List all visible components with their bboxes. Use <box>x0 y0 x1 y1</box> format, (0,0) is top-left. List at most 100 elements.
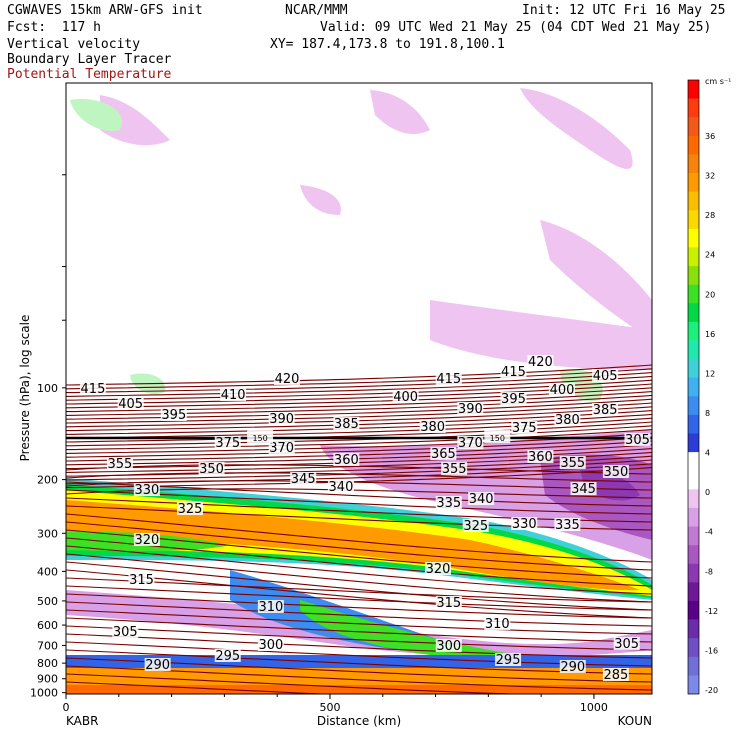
theta-contour-label: 390 <box>269 412 294 427</box>
theta-label-bg <box>435 496 462 509</box>
theta-contour-label: 360 <box>334 453 359 468</box>
theta-label-bg <box>511 517 538 530</box>
theta-contour <box>66 375 652 397</box>
theta-label-bg <box>613 637 640 650</box>
theta-label-bg <box>419 420 446 433</box>
theta-contour <box>66 521 652 571</box>
y-axis-label: Pressure (hPa), log scale <box>18 315 32 462</box>
theta-contour-label: 350 <box>199 462 224 477</box>
theta-contour <box>66 585 652 611</box>
right-station-label: KOUN <box>618 714 652 728</box>
colorbar-swatch <box>688 303 699 323</box>
theta-contour-label: 305 <box>113 625 138 640</box>
colorbar-label: 16 <box>705 330 715 339</box>
theta-contour-label: 310 <box>258 600 283 615</box>
y-tick-label: 1000 <box>30 687 58 700</box>
theta-contour-label: 350 <box>603 465 628 480</box>
x-axis-label: Distance (km) <box>317 714 401 728</box>
theta-contour-label: 150 <box>252 434 267 443</box>
theta-label-bg <box>435 596 462 609</box>
theta-label-bg <box>214 649 241 662</box>
downward-motion-patch <box>100 95 170 146</box>
colorbar-swatch <box>688 489 699 509</box>
theta-contour-label: 395 <box>161 408 186 423</box>
colorbar-swatch <box>688 191 699 211</box>
colorbar-swatch <box>688 656 699 676</box>
theta-contour-label: 400 <box>550 383 575 398</box>
theta-contour <box>66 398 652 420</box>
theta-label-bg <box>559 660 586 673</box>
theta-contour <box>66 633 652 659</box>
colorbar-swatch <box>688 619 699 639</box>
theta-label-bg <box>548 383 575 396</box>
theta-contour <box>66 673 526 694</box>
theta-contour <box>66 601 652 627</box>
colorbar-swatch <box>688 470 699 490</box>
theta-label-bg <box>527 450 554 463</box>
y-tick-label: 700 <box>37 639 58 652</box>
colorbar-label: 20 <box>705 290 715 299</box>
theta-contour <box>66 561 652 611</box>
theta-label-bg <box>144 658 171 671</box>
colorbar-swatch <box>688 284 699 304</box>
theta-contour <box>66 617 652 643</box>
theta-contour-label: 385 <box>593 403 618 418</box>
colorbar-label: 32 <box>705 172 715 181</box>
theta-contour-label: 290 <box>145 658 170 673</box>
colorbar-label: 8 <box>705 409 710 418</box>
colorbar-swatch <box>688 414 699 434</box>
theta-label-bg <box>468 492 495 505</box>
theta-contour-label: 325 <box>178 502 203 517</box>
theta-label-bg <box>392 390 419 403</box>
theta-contour <box>66 593 652 619</box>
theta-label-bg <box>424 562 451 575</box>
theta-contour-label: 345 <box>291 472 316 487</box>
theta-contour <box>66 394 652 416</box>
field-label-boundary-layer-tracer: Boundary Layer Tracer <box>7 52 172 67</box>
theta-label-bg <box>602 465 629 478</box>
colorbar-swatch <box>688 154 699 174</box>
theta-label-bg <box>554 518 581 531</box>
theta-contour-label: 315 <box>129 573 154 588</box>
colorbar-swatch <box>688 638 699 658</box>
colorbar-swatch <box>688 266 699 285</box>
theta-contour <box>66 421 652 443</box>
theta-contour-label: 405 <box>118 397 143 412</box>
theta-label-bg <box>624 433 651 446</box>
theta-label-bg <box>214 436 241 449</box>
theta-label-bg <box>220 388 247 401</box>
upward-motion-patch <box>70 99 122 131</box>
theta-label-bg <box>462 519 489 532</box>
theta-label-bg <box>602 668 629 681</box>
theta-contour-label: 355 <box>107 457 132 472</box>
theta-contour-label: 415 <box>81 382 106 397</box>
colorbar-swatch <box>688 247 699 267</box>
theta-contour-label: 305 <box>614 637 639 652</box>
theta-contour <box>66 665 652 691</box>
colorbar-swatch <box>688 80 699 99</box>
theta-contour-label: 320 <box>134 533 159 548</box>
theta-contour-label: 315 <box>436 596 461 611</box>
theta-contour-label: 380 <box>555 413 580 428</box>
tracer-layer-max <box>66 500 640 591</box>
theta-label-bg <box>441 462 468 475</box>
y-tick-label: 300 <box>37 527 58 540</box>
downward-motion-patch <box>300 185 341 215</box>
theta-label-bg <box>290 472 317 485</box>
theta-contour <box>66 436 652 458</box>
left-station-label: KABR <box>66 714 98 728</box>
theta-contour-label: 355 <box>560 456 585 471</box>
theta-contour-label: 395 <box>501 392 526 407</box>
colorbar-swatch <box>688 452 699 472</box>
theta-contour-label: 325 <box>463 519 488 534</box>
theta-contour <box>66 681 332 694</box>
theta-label-bg <box>257 600 284 613</box>
theta-contour-label: 330 <box>134 483 159 498</box>
theta-contour <box>66 472 652 483</box>
y-tick-label: 500 <box>37 595 58 608</box>
colorbar-swatch <box>688 135 699 155</box>
theta-label-bg <box>484 617 511 630</box>
theta-contour <box>66 545 652 595</box>
